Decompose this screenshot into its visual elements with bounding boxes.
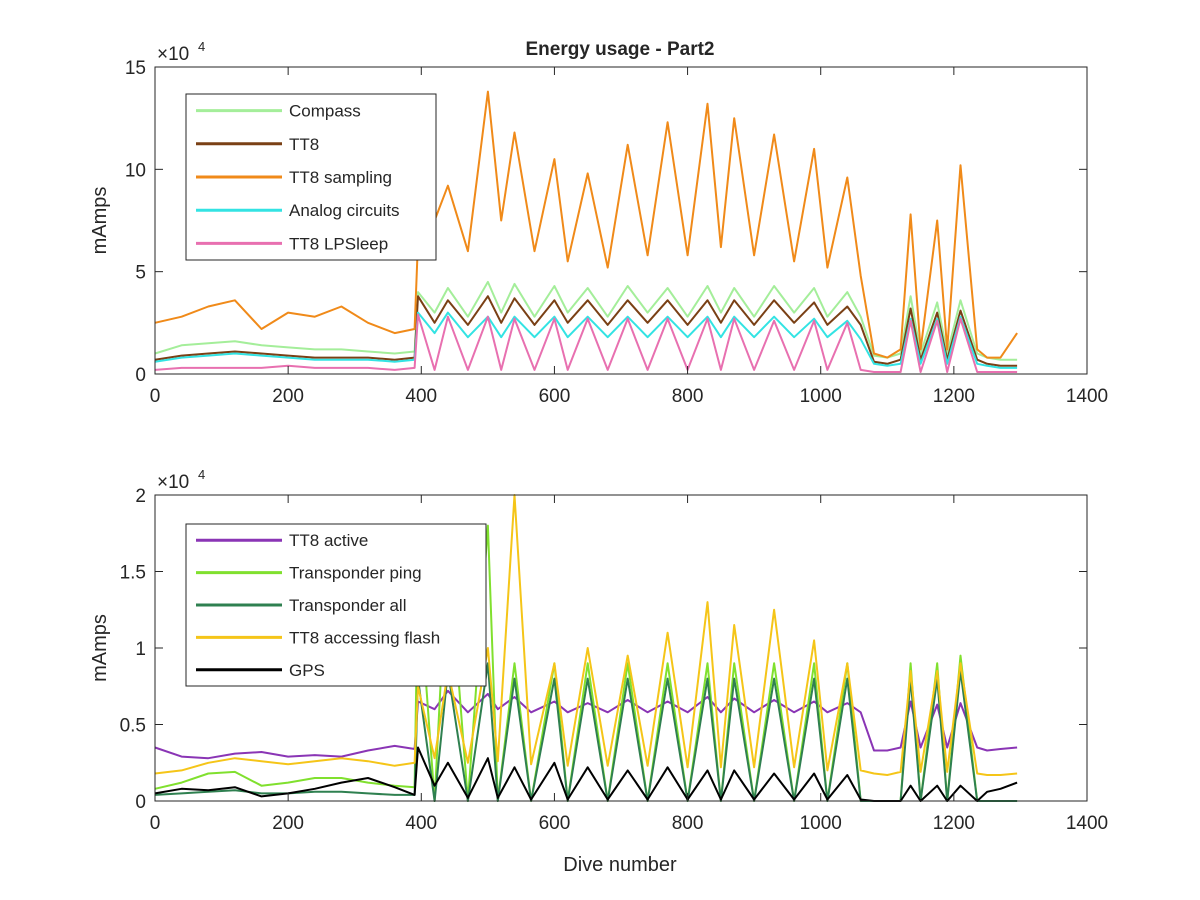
x-tick-label: 1000 [800, 386, 842, 407]
x-tick-label: 200 [272, 386, 304, 407]
x-tick-label: 400 [405, 386, 437, 407]
series-line-1 [154, 280, 1018, 361]
x-axis-label: Dive number [563, 854, 677, 876]
axes-frame [154, 66, 1088, 375]
x-tick-label: 1200 [933, 386, 975, 407]
y-exponent-label: ×10 [157, 472, 189, 493]
x-tick-label: 0 [150, 386, 161, 407]
legend-label: Compass [289, 102, 361, 121]
y-tick-label: 0 [135, 365, 146, 386]
y-axis-label: mAmps [89, 187, 111, 255]
y-tick-label: 1.5 [120, 563, 146, 584]
y-exponent-label: ×10 [157, 44, 189, 65]
legend-label: GPS [289, 661, 325, 680]
x-tick-label: 400 [405, 813, 437, 834]
y-tick-label: 2 [135, 486, 146, 507]
legend-label: Transponder ping [289, 564, 422, 583]
y-exponent-power: 4 [198, 39, 205, 54]
series-line-5 [154, 746, 1018, 802]
legend-label: TT8 sampling [289, 168, 392, 187]
series-line-1 [154, 689, 1018, 760]
x-tick-label: 600 [539, 386, 571, 407]
y-tick-label: 5 [135, 263, 146, 284]
y-tick-label: 0.5 [120, 716, 146, 737]
legend-label: TT8 accessing flash [289, 628, 440, 647]
series-line-5 [154, 313, 1018, 373]
y-tick-label: 0 [135, 792, 146, 813]
legend-label: Analog circuits [289, 201, 400, 220]
x-tick-label: 800 [672, 386, 704, 407]
series-line-4 [154, 311, 1018, 369]
x-tick-label: 1400 [1066, 813, 1108, 834]
x-tick-label: 1200 [933, 813, 975, 834]
series-line-3 [154, 90, 1018, 359]
y-exponent-power: 4 [198, 467, 205, 482]
legend-label: TT8 active [289, 531, 368, 550]
x-tick-label: 0 [150, 813, 161, 834]
legend-label: Transponder all [289, 596, 407, 615]
y-tick-label: 1 [135, 639, 146, 660]
x-tick-label: 1400 [1066, 386, 1108, 407]
chart-title: Energy usage - Part2 [525, 39, 714, 60]
legend-label: TT8 LPSleep [289, 234, 388, 253]
series-line-2 [154, 295, 1018, 367]
chart-top: 0 200 400 600 800 1000 1200 1400 0 5 10 15 ×10 4 mAmps… [89, 39, 1108, 407]
x-tick-label: 200 [272, 813, 304, 834]
chart-bottom: 0 200 400 600 800 1000 1200 1400 0 0.5 1 1.5 2 ×10 4 mA… [89, 467, 1108, 876]
x-tick-label: 800 [672, 813, 704, 834]
series-line-4 [154, 494, 1018, 776]
y-axis-label: mAmps [89, 614, 111, 682]
y-tick-label: 15 [125, 58, 146, 79]
x-tick-label: 600 [539, 813, 571, 834]
y-tick-label: 10 [125, 160, 146, 181]
x-tick-label: 1000 [800, 813, 842, 834]
legend-label: TT8 [289, 135, 319, 154]
